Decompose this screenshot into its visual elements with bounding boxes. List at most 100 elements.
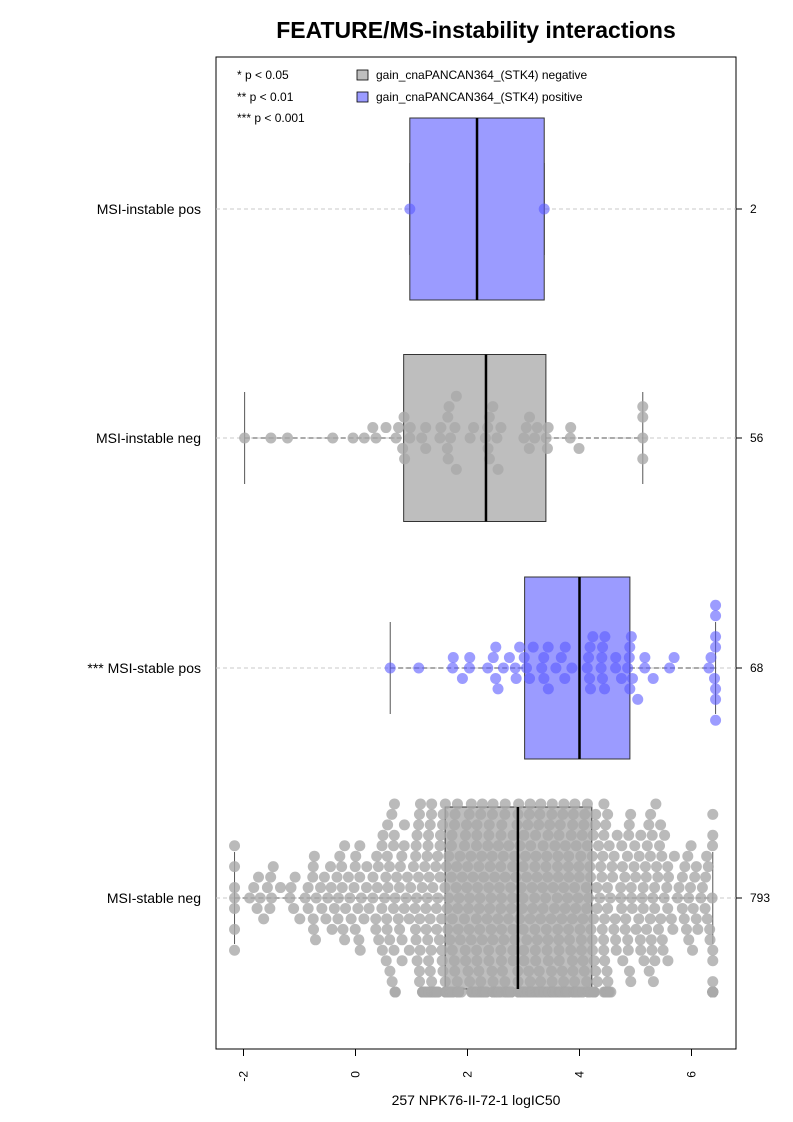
data-point (354, 944, 366, 956)
data-point (640, 871, 652, 883)
data-point (505, 882, 517, 894)
data-point (616, 861, 628, 873)
data-point (615, 882, 627, 894)
data-point (398, 411, 410, 423)
data-point (310, 934, 322, 946)
data-point (473, 965, 485, 977)
data-point (544, 819, 556, 831)
data-point (496, 965, 508, 977)
data-point (591, 976, 603, 988)
data-point (545, 913, 557, 925)
data-point (441, 902, 453, 914)
x-axis: -2 0 2 4 6 (237, 1048, 699, 1082)
data-point (689, 871, 701, 883)
data-point (465, 798, 477, 810)
data-point (239, 432, 251, 444)
data-point (518, 829, 530, 841)
data-point (487, 934, 499, 946)
group-count: 2 (750, 202, 757, 216)
data-point (410, 840, 422, 852)
data-point (462, 861, 474, 873)
data-point (540, 861, 552, 873)
data-point (636, 892, 648, 904)
x-tick-label: -2 (237, 1071, 251, 1082)
data-point (566, 955, 578, 967)
data-point (586, 934, 598, 946)
data-point (381, 923, 393, 935)
data-point (476, 798, 488, 810)
data-point (485, 923, 497, 935)
data-point (470, 913, 482, 925)
data-point (623, 819, 635, 831)
data-point (367, 871, 379, 883)
group-2: *** MSI-stable pos 68 (87, 576, 764, 760)
data-point (583, 892, 595, 904)
data-point (558, 976, 570, 988)
data-point (413, 662, 425, 674)
data-point (340, 902, 352, 914)
data-point (339, 934, 351, 946)
data-point (413, 965, 425, 977)
data-point (690, 913, 702, 925)
data-point (483, 882, 495, 894)
data-point (490, 672, 502, 684)
data-point (423, 871, 435, 883)
data-point (396, 955, 408, 967)
data-point (637, 411, 649, 423)
data-point (414, 944, 426, 956)
data-point (353, 934, 365, 946)
data-point (587, 631, 599, 643)
data-point (410, 923, 422, 935)
data-point (707, 986, 719, 998)
data-point (584, 672, 596, 684)
data-point (394, 923, 406, 935)
data-point (590, 965, 602, 977)
group-label: MSI-instable pos (97, 201, 201, 217)
data-point (575, 934, 587, 946)
data-point (566, 662, 578, 674)
data-point (541, 850, 553, 862)
data-point (388, 944, 400, 956)
data-point (442, 453, 454, 465)
data-point (601, 965, 613, 977)
data-point (456, 871, 468, 883)
data-point (492, 840, 504, 852)
data-point (492, 913, 504, 925)
data-point (529, 861, 541, 873)
data-point (596, 923, 608, 935)
data-point (454, 850, 466, 862)
x-tick-label: 0 (349, 1071, 363, 1078)
data-point (540, 892, 552, 904)
data-point (349, 861, 361, 873)
data-point (520, 662, 532, 674)
data-point (384, 662, 396, 674)
data-point (514, 913, 526, 925)
data-point (422, 934, 434, 946)
data-point (583, 652, 595, 664)
data-point (266, 892, 278, 904)
data-point (608, 923, 620, 935)
data-point (495, 422, 507, 434)
data-point (531, 934, 543, 946)
data-point (557, 808, 569, 820)
data-point (434, 840, 446, 852)
data-point (570, 902, 582, 914)
data-point (446, 829, 458, 841)
data-point (381, 850, 393, 862)
data-point (444, 934, 456, 946)
data-point (318, 871, 330, 883)
data-point (598, 934, 610, 946)
data-point (507, 923, 519, 935)
data-point (687, 902, 699, 914)
data-point (367, 422, 379, 434)
data-point (302, 882, 314, 894)
data-point (510, 672, 522, 684)
data-point (591, 882, 603, 894)
data-point (525, 840, 537, 852)
data-point (384, 965, 396, 977)
data-point (265, 871, 277, 883)
data-point (562, 861, 574, 873)
data-point (565, 944, 577, 956)
data-point (437, 965, 449, 977)
data-point (482, 840, 494, 852)
